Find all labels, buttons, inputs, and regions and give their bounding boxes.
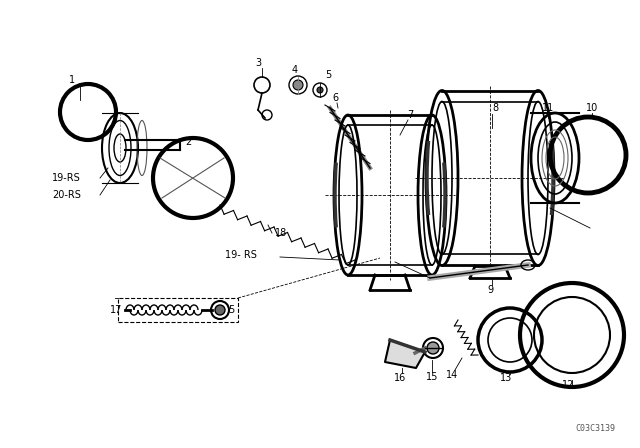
Text: 8: 8 — [492, 103, 498, 113]
Text: 7: 7 — [407, 110, 413, 120]
Text: 15: 15 — [426, 372, 438, 382]
Circle shape — [293, 80, 303, 90]
Circle shape — [317, 87, 323, 93]
Text: 14: 14 — [446, 370, 458, 380]
Bar — [118, 298, 238, 322]
Text: 17: 17 — [110, 305, 122, 315]
Polygon shape — [385, 340, 425, 368]
Text: 5: 5 — [228, 305, 234, 315]
Text: 11: 11 — [542, 103, 554, 113]
Text: 12: 12 — [562, 380, 574, 390]
Text: 5: 5 — [325, 70, 331, 80]
Text: 1: 1 — [69, 75, 75, 85]
Text: 20-RS: 20-RS — [52, 190, 81, 200]
Text: 9: 9 — [487, 285, 493, 295]
Text: 4: 4 — [292, 65, 298, 75]
Text: 13: 13 — [500, 373, 512, 383]
Text: 10: 10 — [586, 103, 598, 113]
Text: 6: 6 — [332, 93, 338, 103]
Circle shape — [215, 305, 225, 315]
Text: 3: 3 — [255, 58, 261, 68]
Circle shape — [427, 342, 439, 354]
Text: C03C3139: C03C3139 — [575, 423, 615, 432]
Text: 18: 18 — [275, 228, 287, 238]
Text: 19-RS: 19-RS — [52, 173, 81, 183]
Text: 2: 2 — [185, 137, 191, 147]
Text: 19- RS: 19- RS — [225, 250, 257, 260]
Text: 16: 16 — [394, 373, 406, 383]
